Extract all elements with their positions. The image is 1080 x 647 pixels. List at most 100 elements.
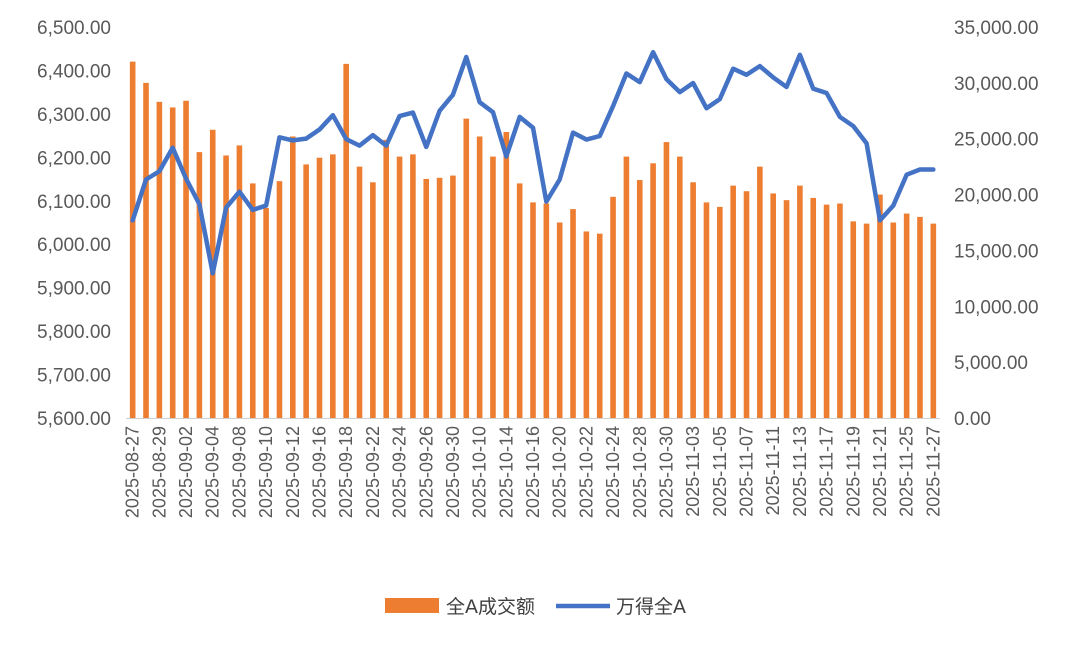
left-tick-label: 6,400.00 xyxy=(37,61,111,82)
right-tick-label: 0.00 xyxy=(954,409,991,430)
x-tick-label: 2025-09-26 xyxy=(416,426,436,518)
x-tick-label: 2025-09-02 xyxy=(176,426,196,518)
bar-2025-10-27 xyxy=(623,156,630,418)
bar-2025-11-13 xyxy=(797,185,803,418)
right-tick-label: 35,000.00 xyxy=(954,18,1039,39)
axes: 5,600.00 5,700.00 5,800.00 5,900.00 6,000.00… xyxy=(37,18,1039,518)
bar-2025-11-18 xyxy=(837,203,843,418)
bar-2025-10-21 xyxy=(570,209,576,418)
bar-2025-11-06 xyxy=(730,185,736,418)
bar-2025-09-17 xyxy=(330,154,336,418)
left-tick-label: 6,100.00 xyxy=(37,192,111,213)
x-tick-label: 2025-09-22 xyxy=(363,426,383,518)
bar-2025-11-21 xyxy=(877,194,883,418)
bar-2025-10-10 xyxy=(476,136,483,419)
bar-2025-09-24 xyxy=(396,156,403,418)
bar-2025-11-27 xyxy=(930,223,937,418)
bar-2025-10-14 xyxy=(503,132,510,418)
right-tick-label: 15,000.00 xyxy=(954,241,1039,262)
x-tick-label: 2025-09-12 xyxy=(283,426,303,518)
bar-2025-10-13 xyxy=(490,156,496,418)
bar-2025-11-11 xyxy=(770,193,776,418)
bar-2025-09-19 xyxy=(356,166,363,418)
index-line xyxy=(130,49,936,276)
bar-2025-11-24 xyxy=(890,222,897,418)
bar-2025-11-17 xyxy=(823,204,830,418)
bar-2025-09-05 xyxy=(223,155,229,418)
bar-2025-09-03 xyxy=(196,152,203,418)
x-tick-label: 2025-11-21 xyxy=(870,426,890,517)
left-tick-label: 5,700.00 xyxy=(37,366,111,387)
bar-2025-09-29 xyxy=(436,177,443,418)
left-tick-label: 5,600.00 xyxy=(37,409,111,430)
bar-2025-11-05 xyxy=(717,206,723,418)
bar-2025-10-28 xyxy=(636,180,643,418)
bar-series-turnover xyxy=(129,61,937,419)
x-tick-label: 2025-10-14 xyxy=(496,426,516,518)
x-tick-label: 2025-09-08 xyxy=(229,426,249,518)
bar-2025-09-11 xyxy=(276,181,283,418)
legend-label-index: 万得全A xyxy=(616,596,686,618)
bar-2025-10-31 xyxy=(676,156,683,418)
right-tick-label: 20,000.00 xyxy=(954,186,1039,207)
bar-2025-08-28 xyxy=(143,82,149,419)
legend: 全A成交额 万得全A xyxy=(385,596,686,618)
bar-2025-10-30 xyxy=(663,142,670,418)
bar-2025-11-19 xyxy=(850,221,857,418)
x-tick-label: 2025-09-18 xyxy=(336,426,356,518)
bar-2025-10-15 xyxy=(516,183,523,418)
bar-2025-09-30 xyxy=(450,175,456,418)
bar-2025-09-15 xyxy=(303,164,309,418)
x-tick-label: 2025-10-22 xyxy=(576,426,596,518)
bar-2025-11-12 xyxy=(783,200,790,418)
x-tick-label: 2025-10-10 xyxy=(470,426,490,518)
bar-2025-09-25 xyxy=(410,154,416,418)
bar-2025-11-04 xyxy=(703,202,710,418)
bar-2025-10-22 xyxy=(583,231,590,418)
bar-2025-11-14 xyxy=(810,197,817,418)
x-tick-label: 2025-10-16 xyxy=(523,426,543,518)
bar-2025-11-10 xyxy=(757,166,763,418)
bar-2025-09-26 xyxy=(423,178,430,418)
x-tick-label: 2025-10-28 xyxy=(630,426,650,518)
bar-2025-10-29 xyxy=(650,163,656,418)
bar-2025-09-10 xyxy=(263,207,269,418)
x-tick-label: 2025-11-11 xyxy=(763,426,783,515)
x-tick-label: 2025-11-03 xyxy=(683,426,703,517)
bar-2025-09-18 xyxy=(343,63,349,419)
line-series-index xyxy=(130,49,936,276)
x-tick-label: 2025-11-27 xyxy=(923,426,943,517)
legend-label-turnover: 全A成交额 xyxy=(446,596,535,618)
bar-2025-11-20 xyxy=(863,223,870,418)
bar-2025-09-02 xyxy=(183,100,189,418)
right-tick-label: 10,000.00 xyxy=(954,297,1039,318)
x-tick-label: 2025-11-17 xyxy=(817,426,837,517)
bar-2025-11-25 xyxy=(903,213,910,418)
legend-swatch-turnover xyxy=(385,598,439,613)
bar-2025-09-08 xyxy=(236,145,243,419)
x-tick-label: 2025-09-24 xyxy=(390,426,410,518)
right-tick-label: 25,000.00 xyxy=(954,130,1039,151)
x-tick-label: 2025-09-10 xyxy=(256,426,276,518)
bar-2025-09-01 xyxy=(169,107,176,419)
right-tick-label: 30,000.00 xyxy=(954,74,1039,95)
bar-2025-10-17 xyxy=(543,203,550,418)
bar-2025-10-20 xyxy=(556,222,563,418)
x-tick-label: 2025-11-13 xyxy=(790,426,810,517)
x-tick-label: 2025-11-07 xyxy=(737,426,757,517)
x-tick-label: 2025-08-29 xyxy=(149,426,169,518)
x-tick-label: 2025-10-30 xyxy=(656,426,676,518)
x-tick-label: 2025-10-24 xyxy=(603,426,623,518)
bar-2025-11-07 xyxy=(743,191,750,418)
x-tick-label: 2025-09-30 xyxy=(443,426,463,518)
bar-2025-11-03 xyxy=(690,182,696,418)
bar-2025-10-23 xyxy=(596,233,603,418)
x-tick-label: 2025-08-27 xyxy=(123,426,143,518)
bar-2025-08-27 xyxy=(129,61,136,418)
bar-2025-09-16 xyxy=(316,157,323,418)
bar-2025-09-12 xyxy=(290,136,296,419)
x-tick-label: 2025-09-16 xyxy=(309,426,329,518)
x-tick-label: 2025-09-04 xyxy=(203,426,223,518)
